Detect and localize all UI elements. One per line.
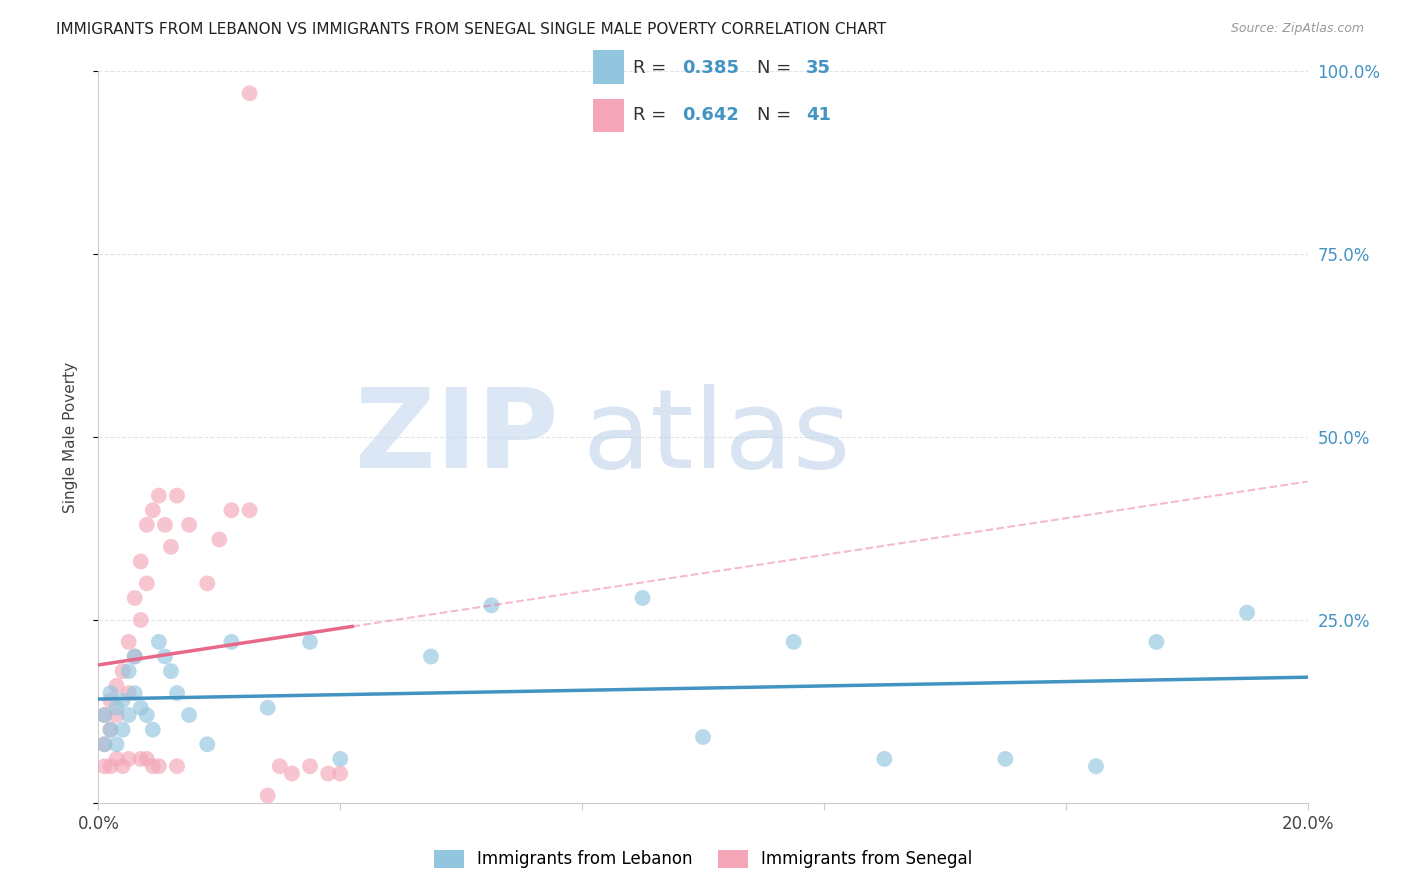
Point [100,723,122,737]
Bar [593,50,624,84]
Point [299,759,322,773]
Point [135,752,157,766]
Text: ZIP: ZIP [354,384,558,491]
Point [111,759,134,773]
Point [1236,606,1258,620]
Point [179,708,201,723]
Point [1144,635,1167,649]
Point [195,737,218,751]
Point [1085,759,1108,773]
Point [124,591,146,605]
Point [93,708,115,723]
Point [111,723,134,737]
Point [873,752,896,766]
Text: IMMIGRANTS FROM LEBANON VS IMMIGRANTS FROM SENEGAL SINGLE MALE POVERTY CORRELATI: IMMIGRANTS FROM LEBANON VS IMMIGRANTS FR… [56,22,887,37]
Point [129,554,152,568]
Point [160,664,183,678]
Point [481,599,503,613]
Point [111,664,134,678]
Text: R =: R = [633,106,672,124]
Point [142,723,165,737]
Point [221,635,243,649]
Point [105,737,128,751]
Text: N =: N = [756,106,797,124]
Point [124,686,146,700]
Point [269,759,291,773]
Point [329,752,352,766]
Point [93,708,115,723]
Point [100,723,122,737]
Point [994,752,1017,766]
Point [179,517,201,532]
Point [124,649,146,664]
Point [129,613,152,627]
Text: N =: N = [756,59,797,77]
Point [124,649,146,664]
Text: Source: ZipAtlas.com: Source: ZipAtlas.com [1230,22,1364,36]
Point [118,752,141,766]
Point [100,759,122,773]
Point [329,766,352,780]
Point [166,686,188,700]
Point [135,708,157,723]
Point [93,759,115,773]
Point [281,766,304,780]
Point [148,759,170,773]
Point [208,533,231,547]
Point [118,686,141,700]
Point [105,679,128,693]
Text: R =: R = [633,59,672,77]
Point [100,693,122,707]
Point [153,517,176,532]
Point [631,591,654,605]
Point [221,503,243,517]
Point [129,700,152,714]
Text: 41: 41 [806,106,831,124]
Point [153,649,176,664]
Point [135,517,157,532]
Point [142,759,165,773]
Point [692,730,714,744]
Text: 35: 35 [806,59,831,77]
Point [420,649,443,664]
Point [142,503,165,517]
Text: 0.385: 0.385 [682,59,740,77]
Text: atlas: atlas [582,384,851,491]
Point [105,752,128,766]
Point [135,576,157,591]
Point [166,759,188,773]
Point [256,700,278,714]
Point [111,693,134,707]
Point [148,635,170,649]
Text: 0.642: 0.642 [682,106,740,124]
Bar [593,99,624,132]
Y-axis label: Single Male Poverty: Single Male Poverty [63,361,77,513]
Point [783,635,806,649]
Point [299,635,322,649]
Point [129,752,152,766]
Point [93,737,115,751]
Point [148,489,170,503]
Point [239,503,262,517]
Point [256,789,278,803]
Point [105,700,128,714]
Point [118,708,141,723]
Legend: Immigrants from Lebanon, Immigrants from Senegal: Immigrants from Lebanon, Immigrants from… [427,843,979,875]
Point [160,540,183,554]
Point [166,489,188,503]
Point [105,708,128,723]
Point [118,664,141,678]
Point [93,737,115,751]
Point [239,87,262,101]
Point [195,576,218,591]
Point [316,766,339,780]
Point [118,635,141,649]
Point [100,686,122,700]
